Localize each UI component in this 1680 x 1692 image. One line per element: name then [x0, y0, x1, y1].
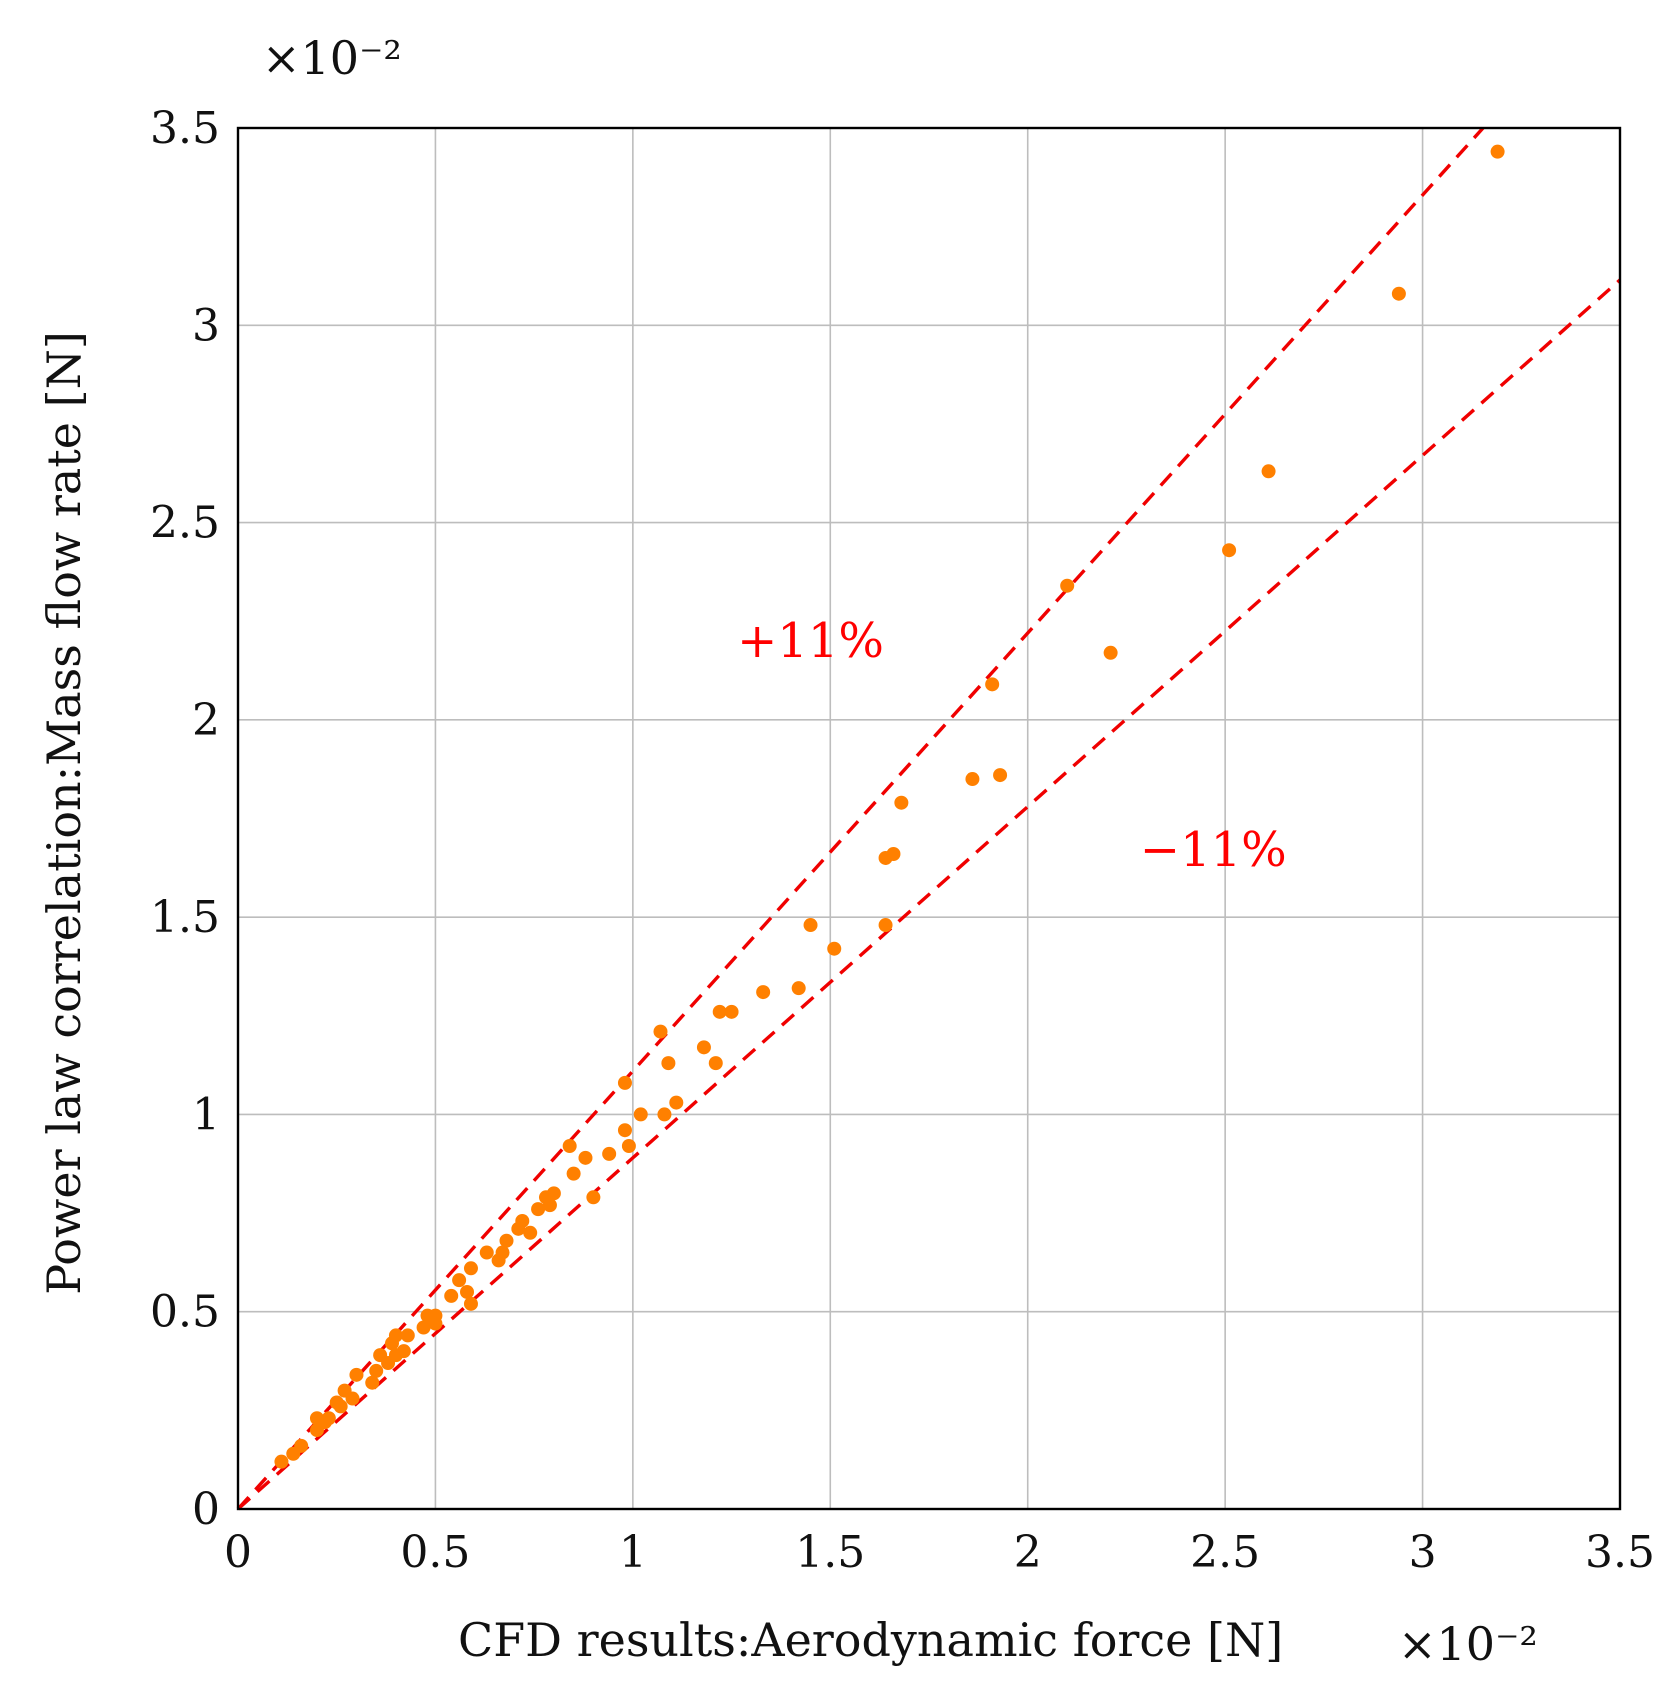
plus-11-percent-label: +11% [737, 613, 884, 669]
data-point [661, 1056, 676, 1071]
x-axis-multiplier: ×10⁻² [1398, 1617, 1538, 1671]
y-tick-label: 3.5 [150, 103, 220, 154]
grid [237, 127, 1621, 1510]
y-tick-label: 3 [192, 300, 220, 351]
data-point [657, 1107, 672, 1122]
plot-frame [236, 126, 1622, 1511]
data-point [602, 1146, 617, 1161]
data-point [562, 1138, 577, 1153]
x-tick-label: 0 [224, 1527, 252, 1578]
y-tick-label: 0 [192, 1484, 220, 1535]
data-point [724, 1004, 739, 1019]
y-tick-labels: 0 0.5 1 1.5 2 2.5 3 3.5 [150, 103, 220, 1535]
x-tick-label: 1.5 [795, 1527, 865, 1578]
data-point [791, 981, 806, 996]
data-point [274, 1454, 289, 1469]
x-axis-title: CFD results:Aerodynamic force [N] [458, 1613, 1283, 1667]
data-point [546, 1186, 561, 1201]
reference-lines [236, 126, 1622, 1511]
data-point [696, 1040, 711, 1055]
data-point [1103, 645, 1118, 660]
minus-11-percent-label: −11% [1140, 822, 1287, 878]
data-point [531, 1202, 546, 1217]
data-point [388, 1328, 403, 1343]
data-point [515, 1213, 530, 1228]
data-point [523, 1225, 538, 1240]
data-point [578, 1150, 593, 1165]
data-point [460, 1284, 475, 1299]
x-tick-label: 3 [1409, 1527, 1437, 1578]
y-tick-label: 1 [192, 1089, 220, 1140]
data-point [669, 1095, 684, 1110]
data-point [542, 1198, 557, 1213]
data-point [499, 1233, 514, 1248]
y-tick-label: 2 [192, 695, 220, 746]
data-point [617, 1123, 632, 1138]
data-point [985, 677, 1000, 692]
y-tick-label: 1.5 [150, 892, 220, 943]
x-tick-label: 0.5 [400, 1527, 470, 1578]
data-point [827, 941, 842, 956]
data-point [621, 1138, 636, 1153]
data-point [463, 1296, 478, 1311]
data-point [712, 1004, 727, 1019]
data-point [1261, 464, 1276, 479]
data-point [586, 1190, 601, 1205]
data-point [428, 1316, 443, 1331]
data-point [993, 768, 1008, 783]
data-point [708, 1056, 723, 1071]
data-point [333, 1399, 348, 1414]
minus-11-percent-line [236, 278, 1622, 1511]
data-point [400, 1328, 415, 1343]
x-tick-label: 3.5 [1585, 1527, 1655, 1578]
x-tick-labels: 0 0.5 1 1.5 2 2.5 3 3.5 [224, 1527, 1655, 1578]
data-point [294, 1438, 309, 1453]
y-tick-label: 2.5 [150, 498, 220, 549]
y-axis-multiplier: ×10⁻² [262, 31, 402, 85]
data-point [566, 1166, 581, 1181]
data-point [463, 1261, 478, 1276]
data-point [894, 795, 909, 810]
data-point [479, 1245, 494, 1260]
data-point [653, 1024, 668, 1039]
data-point [1222, 543, 1237, 558]
data-point [756, 985, 771, 1000]
data-point [878, 918, 893, 933]
data-point [452, 1273, 467, 1288]
data-points [274, 144, 1505, 1469]
data-point [396, 1344, 411, 1359]
data-point [617, 1075, 632, 1090]
data-point [321, 1411, 336, 1426]
data-point [345, 1391, 360, 1406]
data-point [633, 1107, 648, 1122]
x-tick-label: 1 [619, 1527, 647, 1578]
annotations: +11% −11% [737, 613, 1287, 878]
data-point [803, 918, 818, 933]
data-point [444, 1288, 459, 1303]
data-point [365, 1375, 380, 1390]
data-point [1391, 286, 1406, 301]
data-point [495, 1245, 510, 1260]
x-tick-label: 2.5 [1190, 1527, 1260, 1578]
data-point [349, 1367, 364, 1382]
data-point [886, 847, 901, 862]
y-tick-label: 0.5 [150, 1287, 220, 1338]
plus-11-percent-line [236, 126, 1485, 1511]
data-point [369, 1363, 384, 1378]
data-point [965, 772, 980, 787]
data-point [416, 1320, 431, 1335]
data-point [1060, 578, 1075, 593]
y-axis-title: Power law correlation:Mass flow rate [N] [37, 331, 91, 1295]
data-point [1490, 144, 1505, 159]
x-tick-label: 2 [1014, 1527, 1042, 1578]
